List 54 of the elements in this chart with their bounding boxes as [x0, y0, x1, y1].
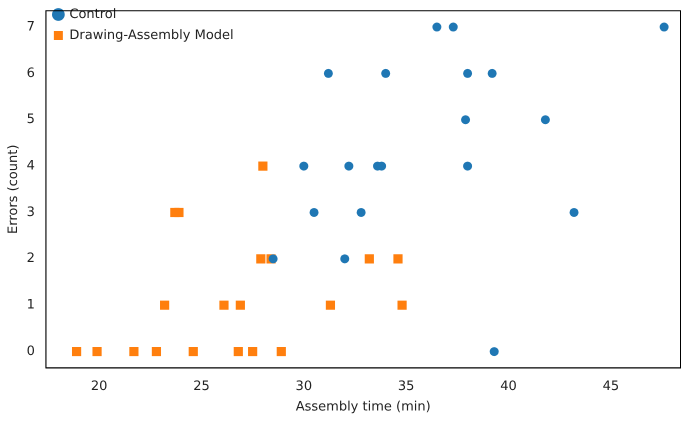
point [364, 254, 374, 264]
y-tick-label: 7 [26, 19, 35, 34]
point [72, 346, 82, 356]
x-tick-label: 45 [602, 378, 620, 394]
point [92, 346, 102, 356]
legend-label: Control [69, 6, 116, 22]
y-tick-label: 1 [26, 298, 35, 313]
x-tick-label: 25 [193, 378, 210, 394]
point [129, 346, 138, 356]
legend-label: Drawing-Assembly Model [69, 28, 234, 43]
point [381, 68, 390, 78]
point [540, 115, 550, 124]
x-tick-label: 35 [398, 378, 414, 394]
point [188, 346, 198, 356]
y-tick-label: 6 [26, 66, 35, 81]
point [268, 254, 278, 264]
point [461, 115, 470, 124]
point [448, 22, 458, 32]
y-tick-label: 4 [26, 158, 35, 174]
point [660, 22, 669, 32]
point [570, 208, 579, 217]
point [393, 254, 403, 264]
point [174, 208, 184, 218]
point [276, 346, 286, 356]
x-axis-title: Assembly time (min) [296, 400, 431, 415]
y-tick-label: 3 [26, 204, 35, 220]
point [160, 300, 170, 310]
point [463, 68, 472, 78]
y-tick-label: 2 [26, 251, 35, 266]
point [234, 346, 243, 356]
point [256, 254, 266, 264]
x-tick-label: 30 [296, 378, 312, 394]
point [490, 347, 499, 356]
point [152, 346, 162, 356]
x-tick-label: 40 [500, 378, 517, 394]
point [488, 68, 497, 78]
point [248, 346, 258, 356]
y-tick-label: 5 [26, 112, 35, 128]
point [236, 300, 245, 310]
y-axis-title: Errors (count) [6, 144, 22, 234]
point [432, 22, 442, 32]
point [356, 208, 366, 217]
point [326, 300, 336, 310]
point [258, 162, 268, 171]
x-tick-label: 20 [90, 378, 108, 394]
point [463, 162, 472, 171]
y-tick-label: 0 [26, 344, 35, 359]
point [299, 162, 308, 171]
point [219, 300, 229, 310]
point [340, 254, 350, 264]
point [310, 208, 319, 217]
point [397, 300, 407, 310]
point [324, 68, 333, 78]
point [344, 162, 354, 171]
